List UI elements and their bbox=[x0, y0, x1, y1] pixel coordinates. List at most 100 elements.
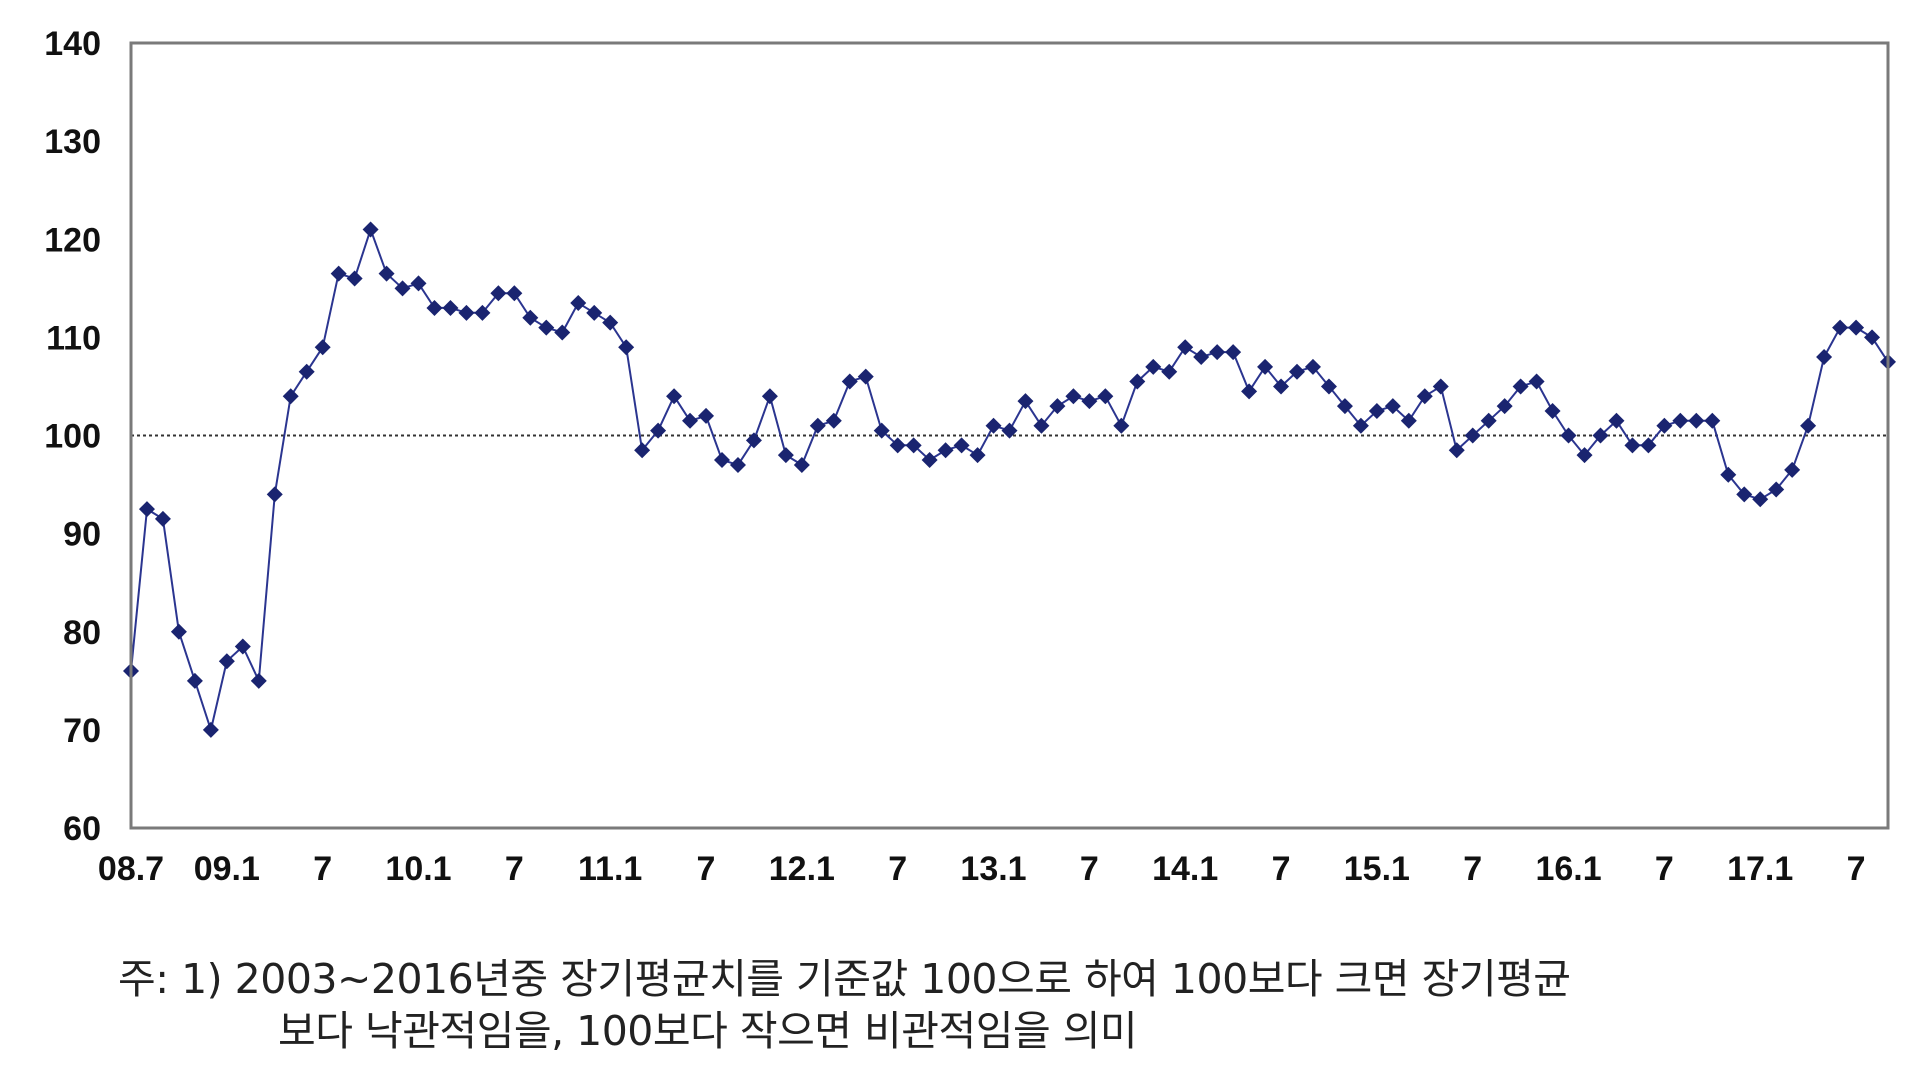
data-point-marker bbox=[1448, 442, 1465, 459]
data-point-marker bbox=[905, 437, 922, 454]
data-point-marker bbox=[841, 373, 858, 390]
data-point-marker bbox=[1576, 447, 1593, 464]
data-point-marker bbox=[1624, 437, 1641, 454]
y-tick-label: 100 bbox=[44, 418, 101, 456]
data-point-marker bbox=[522, 309, 539, 326]
data-point-marker bbox=[378, 265, 395, 282]
data-point-marker bbox=[282, 388, 299, 405]
data-point-marker bbox=[1209, 344, 1226, 361]
series-line bbox=[130, 226, 1889, 734]
data-point-marker bbox=[1656, 417, 1673, 434]
data-point-marker bbox=[346, 270, 363, 287]
x-tick-label: 17.1 bbox=[1727, 850, 1793, 888]
data-point-marker bbox=[1784, 461, 1801, 478]
data-point-marker bbox=[1640, 437, 1657, 454]
data-point-marker bbox=[1480, 412, 1497, 429]
data-point-marker bbox=[1800, 417, 1817, 434]
data-point-marker bbox=[266, 486, 283, 503]
data-point-marker bbox=[729, 456, 746, 473]
data-point-marker bbox=[1688, 412, 1705, 429]
data-point-marker bbox=[410, 275, 427, 292]
data-point-marker bbox=[985, 417, 1002, 434]
data-point-marker bbox=[1193, 349, 1210, 365]
data-point-marker bbox=[1033, 417, 1050, 434]
x-tick-label: 12.1 bbox=[769, 850, 835, 888]
data-point-marker bbox=[1145, 358, 1162, 375]
data-point-marker bbox=[1832, 319, 1849, 336]
data-point-marker bbox=[1672, 412, 1689, 429]
data-point-marker bbox=[1384, 398, 1401, 415]
data-point-marker bbox=[1736, 486, 1753, 503]
data-point-marker bbox=[793, 456, 810, 473]
data-point-marker bbox=[1113, 417, 1130, 434]
data-point-marker bbox=[1177, 339, 1194, 356]
x-tick-label: 7 bbox=[1272, 850, 1291, 888]
plot-area-frame bbox=[129, 41, 1890, 830]
data-point-marker bbox=[1081, 393, 1098, 410]
data-point-marker bbox=[1752, 491, 1769, 508]
data-point-marker bbox=[777, 447, 794, 464]
data-point-marker bbox=[1352, 417, 1369, 434]
x-tick-label: 16.1 bbox=[1535, 850, 1601, 888]
y-tick-label: 130 bbox=[44, 123, 101, 161]
data-point-marker bbox=[1368, 402, 1385, 419]
data-point-marker bbox=[634, 442, 651, 459]
data-point-marker bbox=[1720, 466, 1737, 483]
x-tick-label: 7 bbox=[1463, 850, 1482, 888]
data-point-marker bbox=[1512, 378, 1529, 395]
footnote-line-1: 주: 1) 2003~2016년중 장기평균치를 기준값 100으로 하여 10… bbox=[118, 955, 1571, 1003]
data-point-marker bbox=[234, 638, 251, 655]
data-point-marker bbox=[953, 437, 970, 454]
data-point-marker bbox=[474, 304, 491, 321]
data-point-marker bbox=[1065, 388, 1082, 405]
x-tick-label: 7 bbox=[888, 850, 907, 888]
y-tick-label: 90 bbox=[63, 516, 101, 554]
x-tick-label: 7 bbox=[697, 850, 716, 888]
x-tick-label: 15.1 bbox=[1344, 850, 1410, 888]
data-point-marker bbox=[1816, 349, 1833, 365]
data-point-marker bbox=[586, 304, 603, 321]
data-point-marker bbox=[650, 422, 667, 439]
data-point-marker bbox=[745, 432, 762, 449]
data-point-marker bbox=[330, 265, 347, 282]
data-point-marker bbox=[1289, 363, 1306, 380]
y-tick-label: 80 bbox=[63, 614, 101, 652]
data-point-marker bbox=[682, 412, 699, 429]
data-point-marker bbox=[1225, 344, 1242, 361]
data-point-marker bbox=[1097, 388, 1114, 405]
data-point-marker bbox=[250, 672, 267, 689]
data-point-marker bbox=[362, 221, 379, 238]
y-tick-label: 110 bbox=[46, 319, 101, 357]
data-point-marker bbox=[394, 280, 411, 297]
data-point-marker bbox=[154, 510, 171, 527]
data-point-marker bbox=[1544, 402, 1561, 419]
x-tick-label: 7 bbox=[1080, 850, 1099, 888]
x-tick-label: 7 bbox=[1655, 850, 1674, 888]
data-point-marker bbox=[218, 653, 235, 670]
data-point-marker bbox=[138, 501, 155, 518]
data-point-marker bbox=[618, 339, 635, 356]
data-point-marker bbox=[1496, 398, 1513, 415]
data-point-marker bbox=[857, 368, 874, 385]
data-point-marker bbox=[442, 299, 459, 316]
data-point-marker bbox=[170, 623, 187, 640]
data-point-marker bbox=[1848, 319, 1865, 336]
data-point-marker bbox=[506, 285, 523, 302]
data-point-marker bbox=[666, 388, 683, 405]
data-point-marker bbox=[889, 437, 906, 454]
data-point-marker bbox=[1592, 427, 1609, 444]
y-tick-label: 140 bbox=[44, 25, 101, 63]
data-point-marker bbox=[1608, 412, 1625, 429]
x-tick-label: 11.1 bbox=[578, 850, 642, 888]
data-point-marker bbox=[809, 417, 826, 434]
data-point-marker bbox=[1129, 373, 1146, 390]
x-tick-label: 08.7 bbox=[98, 850, 164, 888]
data-point-marker bbox=[1416, 388, 1433, 405]
data-point-marker bbox=[921, 452, 938, 469]
footnote-line-2: 보다 낙관적임을, 100보다 작으면 비관적임을 의미 bbox=[278, 1007, 1138, 1055]
data-point-marker bbox=[1864, 329, 1881, 346]
data-point-marker bbox=[1241, 383, 1258, 400]
series-markers bbox=[123, 221, 1896, 738]
data-point-marker bbox=[1161, 363, 1178, 380]
x-tick-label: 09.1 bbox=[194, 850, 260, 888]
